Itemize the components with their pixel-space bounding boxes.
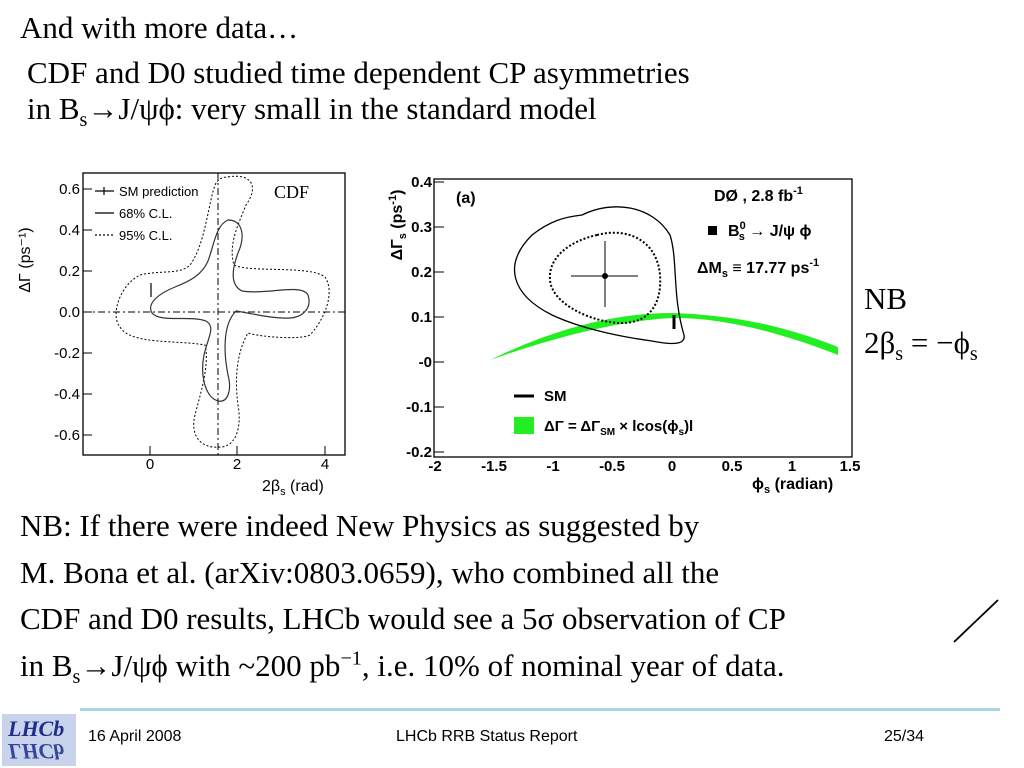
cdf-legend-95: 95% C.L. [119,228,172,243]
d0-dms-label: ΔMs ≡ 17.77 ps-1 [697,257,819,280]
cdf-xtick: 4 [321,456,329,473]
cdf-xtick: 0 [146,456,154,473]
cp-strike-slash [953,599,999,643]
cdf-ytick: 0.0 [59,304,80,321]
cdf-ytick: 0.2 [59,263,80,280]
d0-decay-label: B0 s → J/ψ ϕ [728,220,812,243]
d0-legend-band: ΔΓ = ΔΓSM × lcos(ϕs)l [544,418,693,438]
footer-divider [80,708,1000,711]
paragraph-line: M. Bona et al. (arXiv:0803.0659), who co… [20,555,720,590]
d0-ytick: -0.1 [406,399,432,416]
cdf-ytick: -0.6 [54,427,80,444]
d0-ytick: 0.3 [411,219,432,236]
d0-legend-sm: SM [544,388,567,405]
cdf-ytick: -0.4 [54,386,80,403]
lhcb-logo: LHCb LHCb [2,714,76,766]
d0-xtick: -1 [546,458,559,475]
footer-title: LHCb RRB Status Report [396,728,578,745]
paragraph-line: NB: If there were indeed New Physics as … [20,508,700,543]
nb-formula: 2βs = −ϕs [864,325,978,366]
d0-contour-plot: 0.4 0.3 0.2 0.1 -0 -0.1 -0.2 -2 -1.5 -1 … [387,174,861,496]
paragraph-line: in Bs→J/ψϕ with ~200 pb−1, i.e. 10% of n… [20,647,785,689]
footer-page-number: 25/34 [884,728,925,745]
cdf-contour-plot: 0.6 0.4 0.2 0.0 -0.2 -0.4 -0.6 0 2 4 2βs… [17,172,346,498]
d0-xtick: -1.5 [481,458,507,475]
slide-subtitle-line: CDF and D0 studied time dependent CP asy… [27,55,690,90]
d0-xtick: -0.5 [599,458,625,475]
d0-xtick: 0 [668,458,676,475]
d0-xtick: 1.5 [840,458,861,475]
lhcb-logo-top: LHCb [8,716,65,741]
d0-ytick: -0 [419,354,432,371]
paragraph-line: CDF and D0 results, LHCb would see a 5σ … [20,601,786,636]
d0-ytick: 0.4 [411,174,433,191]
cdf-ytick: 0.4 [59,222,80,239]
slide-title-line: And with more data… [20,10,299,45]
d0-panel-label: (a) [456,190,476,207]
cdf-ytick: -0.2 [54,345,80,362]
d0-ytick: -0.2 [406,444,432,461]
d0-ytick: 0.1 [411,309,432,326]
slide-subtitle-line-2: in Bs→J/ψϕ: very small in the standard m… [27,91,597,132]
sm-band [490,313,838,360]
d0-experiment-label: DØ , 2.8 fb-1 [714,185,803,205]
d0-ytick: 0.2 [411,264,432,281]
d0-xtick: 1 [788,458,796,475]
cdf-label: CDF [274,182,309,202]
d0-xtick: 0.5 [722,458,743,475]
lhcb-logo-bottom: LHCb [8,739,65,764]
cdf-xlabel: 2βs (rad) [262,478,324,498]
footer-date: 16 April 2008 [88,728,182,745]
d0-ylabel: ΔΓs (ps-1) [387,190,409,261]
d0-xlabel: ϕs (radian) [752,476,833,496]
cdf-ytick: 0.6 [59,181,80,198]
nb-label: NB [864,281,908,316]
d0-xtick: -2 [428,458,441,475]
cdf-legend-68: 68% C.L. [119,206,172,221]
cdf-legend-sm: SM prediction [119,184,198,199]
cdf-ylabel: ΔΓ (ps⁻¹) [17,227,34,292]
cdf-xtick: 2 [233,456,241,473]
